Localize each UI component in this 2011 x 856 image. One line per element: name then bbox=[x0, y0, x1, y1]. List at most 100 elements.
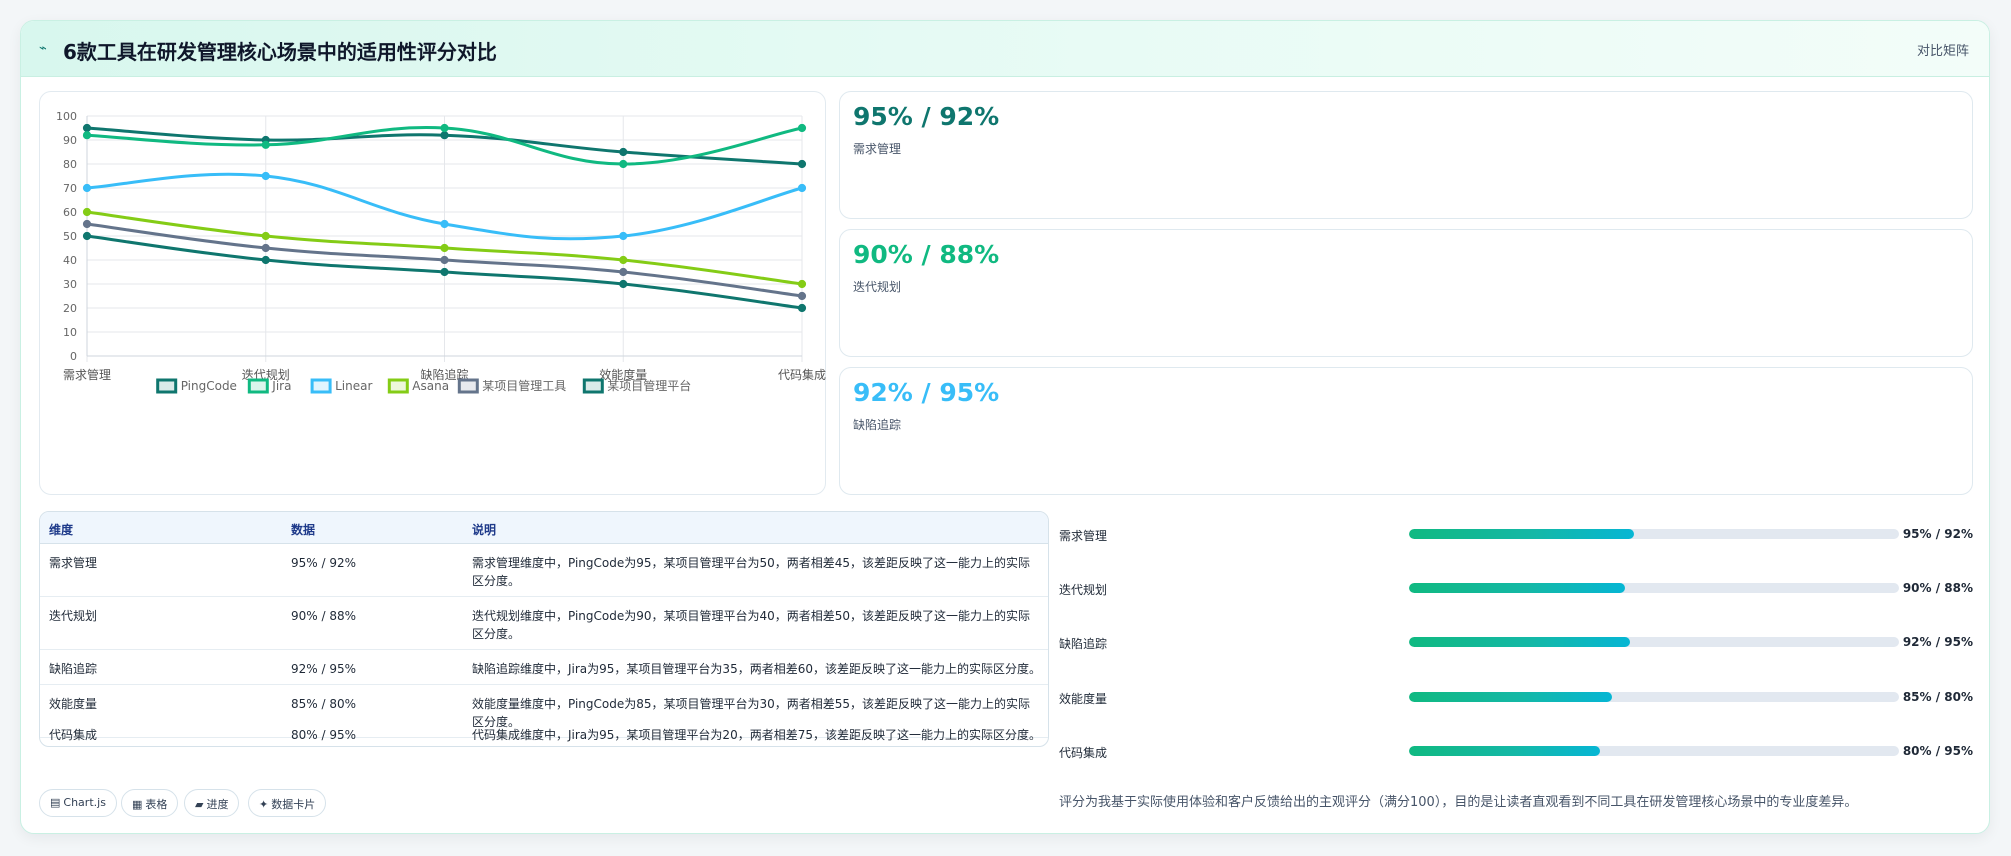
data-point bbox=[440, 219, 449, 229]
progress-row: 迭代规划 90% / 88% bbox=[1059, 579, 1973, 599]
cell-dimension: 效能度量 bbox=[49, 697, 98, 711]
progress-label: 需求管理 bbox=[1059, 529, 1108, 543]
chip-label: Chart.js bbox=[63, 796, 106, 809]
data-point bbox=[797, 291, 807, 301]
cell-data: 95% / 92% bbox=[291, 556, 357, 570]
data-point bbox=[440, 267, 449, 277]
table-row: 缺陷追踪 92% / 95% 缺陷追踪维度中，Jira为95，某项目管理平台为3… bbox=[40, 650, 1048, 685]
progress-track bbox=[1409, 637, 1899, 647]
y-tick-label: 10 bbox=[63, 326, 77, 339]
cell-description: 效能度量维度中，PingCode为85，某项目管理平台为30，两者相差55，该差… bbox=[472, 697, 1031, 729]
legend-label: 某项目管理平台 bbox=[607, 378, 691, 393]
stat-card-iteration: 90% / 88% 迭代规划 bbox=[839, 229, 1973, 357]
data-point bbox=[82, 183, 92, 193]
cell-data: 92% / 95% bbox=[291, 662, 357, 676]
progress-value: 92% / 95% bbox=[1902, 635, 1973, 649]
data-point bbox=[261, 140, 270, 149]
data-point bbox=[619, 159, 628, 169]
chip-table[interactable]: ▦ 表格 bbox=[121, 789, 179, 817]
progress-label: 代码集成 bbox=[1059, 746, 1108, 760]
data-point bbox=[82, 231, 92, 241]
data-table: 维度 数据 说明 需求管理 95% / 92% 需求管理维度中，PingCode… bbox=[39, 511, 1049, 747]
y-tick-label: 90 bbox=[63, 134, 77, 147]
x-tick-label: 迭代规划 bbox=[242, 367, 290, 382]
legend-label: Jira bbox=[271, 379, 291, 393]
progress-track bbox=[1409, 692, 1899, 702]
y-tick-label: 50 bbox=[63, 230, 77, 243]
cell-dimension: 需求管理 bbox=[49, 556, 98, 570]
x-tick-label: 代码集成 bbox=[778, 367, 826, 382]
data-point bbox=[440, 255, 449, 265]
progress-label: 迭代规划 bbox=[1059, 583, 1108, 597]
cell-description: 需求管理维度中，PingCode为95，某项目管理平台为50，两者相差45，该差… bbox=[472, 556, 1031, 588]
stat-value: 95% / 92% bbox=[853, 102, 1000, 131]
legend-swatch bbox=[582, 378, 604, 394]
data-point bbox=[440, 131, 449, 140]
legend-swatch bbox=[387, 378, 409, 394]
progress-track bbox=[1409, 583, 1899, 593]
panel-header: ⌁ 6款工具在研发管理核心场景中的适用性评分对比 对比矩阵 bbox=[21, 21, 1989, 77]
progress-track bbox=[1409, 746, 1899, 756]
table-row: 代码集成 80% / 95% 代码集成维度中，Jira为95，某项目管理平台为2… bbox=[40, 720, 1048, 746]
progress-label: 缺陷追踪 bbox=[1059, 637, 1108, 651]
y-tick-label: 80 bbox=[63, 158, 77, 171]
x-tick-label: 需求管理 bbox=[63, 367, 111, 382]
y-tick-label: 20 bbox=[63, 302, 77, 315]
chip-data-card[interactable]: ✦ 数据卡片 bbox=[248, 789, 327, 817]
trend-icon: ⌁ bbox=[39, 41, 47, 56]
data-point bbox=[797, 123, 807, 133]
data-point bbox=[797, 159, 807, 169]
data-point bbox=[619, 255, 628, 265]
progress-icon: ▰ bbox=[195, 798, 204, 811]
stat-label: 需求管理 bbox=[853, 142, 902, 156]
legend-swatch bbox=[457, 378, 479, 394]
progress-fill bbox=[1409, 637, 1630, 647]
stat-value: 90% / 88% bbox=[853, 240, 1000, 269]
table-icon: ▦ bbox=[132, 798, 143, 811]
x-tick-label: 效能度量 bbox=[599, 367, 647, 382]
progress-row: 效能度量 85% / 80% bbox=[1059, 688, 1973, 708]
legend-label: PingCode bbox=[181, 379, 237, 393]
footnote: 评分为我基于实际使用体验和客户反馈给出的主观评分（满分100），目的是让读者直观… bbox=[1059, 795, 1858, 810]
data-point bbox=[82, 131, 92, 140]
chip-chartjs[interactable]: ▤ Chart.js bbox=[39, 789, 117, 817]
cell-dimension: 缺陷追踪 bbox=[49, 662, 98, 676]
chip-progress[interactable]: ▰ 进度 bbox=[184, 789, 240, 817]
data-point bbox=[619, 279, 628, 289]
y-tick-label: 100 bbox=[56, 110, 77, 123]
data-point bbox=[440, 123, 449, 133]
data-point bbox=[261, 231, 270, 241]
data-point bbox=[619, 147, 628, 157]
column-header-data: 数据 bbox=[291, 523, 316, 537]
page-title: 6款工具在研发管理核心场景中的适用性评分对比 bbox=[63, 40, 497, 64]
cell-data: 90% / 88% bbox=[291, 609, 357, 623]
data-point bbox=[797, 183, 807, 193]
legend-label: Asana bbox=[412, 379, 449, 393]
chip-label: 进度 bbox=[206, 798, 229, 811]
legend-label: 某项目管理工具 bbox=[482, 378, 566, 393]
data-point bbox=[261, 171, 270, 181]
cell-description: 缺陷追踪维度中，Jira为95，某项目管理平台为35，两者相差60，该差距反映了… bbox=[472, 662, 1041, 676]
stat-card-requirements: 95% / 92% 需求管理 bbox=[839, 91, 1973, 219]
y-tick-label: 40 bbox=[63, 254, 77, 267]
column-header-dimension: 维度 bbox=[49, 523, 74, 537]
legend-label: Linear bbox=[335, 379, 372, 393]
data-point bbox=[261, 243, 270, 253]
table-row: 需求管理 95% / 92% 需求管理维度中，PingCode为95，某项目管理… bbox=[40, 544, 1048, 597]
progress-row: 缺陷追踪 92% / 95% bbox=[1059, 633, 1973, 653]
data-point bbox=[261, 255, 270, 265]
card-icon: ✦ bbox=[259, 798, 269, 811]
legend-swatch bbox=[156, 378, 178, 394]
progress-value: 90% / 88% bbox=[1902, 581, 1973, 595]
cell-dimension: 代码集成 bbox=[49, 728, 98, 742]
matrix-tag: 对比矩阵 bbox=[1916, 44, 1969, 59]
data-point bbox=[82, 207, 92, 217]
progress-fill bbox=[1409, 746, 1601, 756]
progress-label: 效能度量 bbox=[1059, 692, 1108, 706]
stat-label: 缺陷追踪 bbox=[853, 418, 902, 432]
comparison-panel: ⌁ 6款工具在研发管理核心场景中的适用性评分对比 对比矩阵 0 10 20 30 40 5… bbox=[20, 20, 1990, 834]
cell-data: 80% / 95% bbox=[291, 728, 357, 742]
progress-fill bbox=[1409, 583, 1625, 593]
data-point bbox=[82, 219, 92, 229]
data-point bbox=[82, 123, 92, 133]
